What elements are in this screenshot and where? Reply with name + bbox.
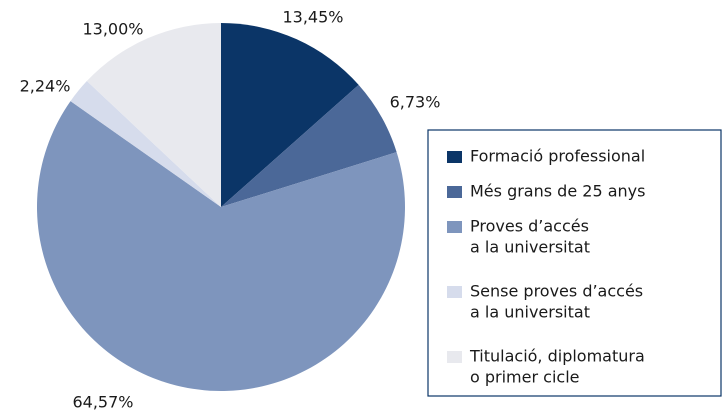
pie-slice — [70, 81, 221, 207]
pie-slice — [221, 84, 397, 207]
legend-swatch — [447, 186, 462, 198]
legend-swatch — [447, 221, 462, 233]
legend-swatch — [447, 286, 462, 298]
legend-label: Proves d’accés — [470, 217, 589, 236]
legend-box — [427, 129, 722, 397]
data-label: 2,24% — [20, 77, 71, 96]
pie-slice — [37, 101, 405, 391]
legend-label: o primer cicle — [470, 368, 579, 387]
pie-slice — [86, 23, 221, 207]
data-label: 64,57% — [72, 393, 133, 412]
data-label: 13,00% — [82, 20, 143, 39]
pie-slice — [221, 23, 359, 207]
legend-label: Més grans de 25 anys — [470, 182, 645, 201]
data-label: 13,45% — [282, 8, 343, 27]
legend-label: Formació professional — [470, 147, 645, 166]
legend-swatch — [447, 351, 462, 363]
legend-label: a la universitat — [470, 238, 590, 257]
legend-swatch — [447, 151, 462, 163]
data-label: 6,73% — [390, 93, 441, 112]
legend-label: Titulació, diplomatura — [469, 347, 645, 366]
legend-label: Sense proves d’accés — [470, 282, 643, 301]
legend-label: a la universitat — [470, 303, 590, 322]
